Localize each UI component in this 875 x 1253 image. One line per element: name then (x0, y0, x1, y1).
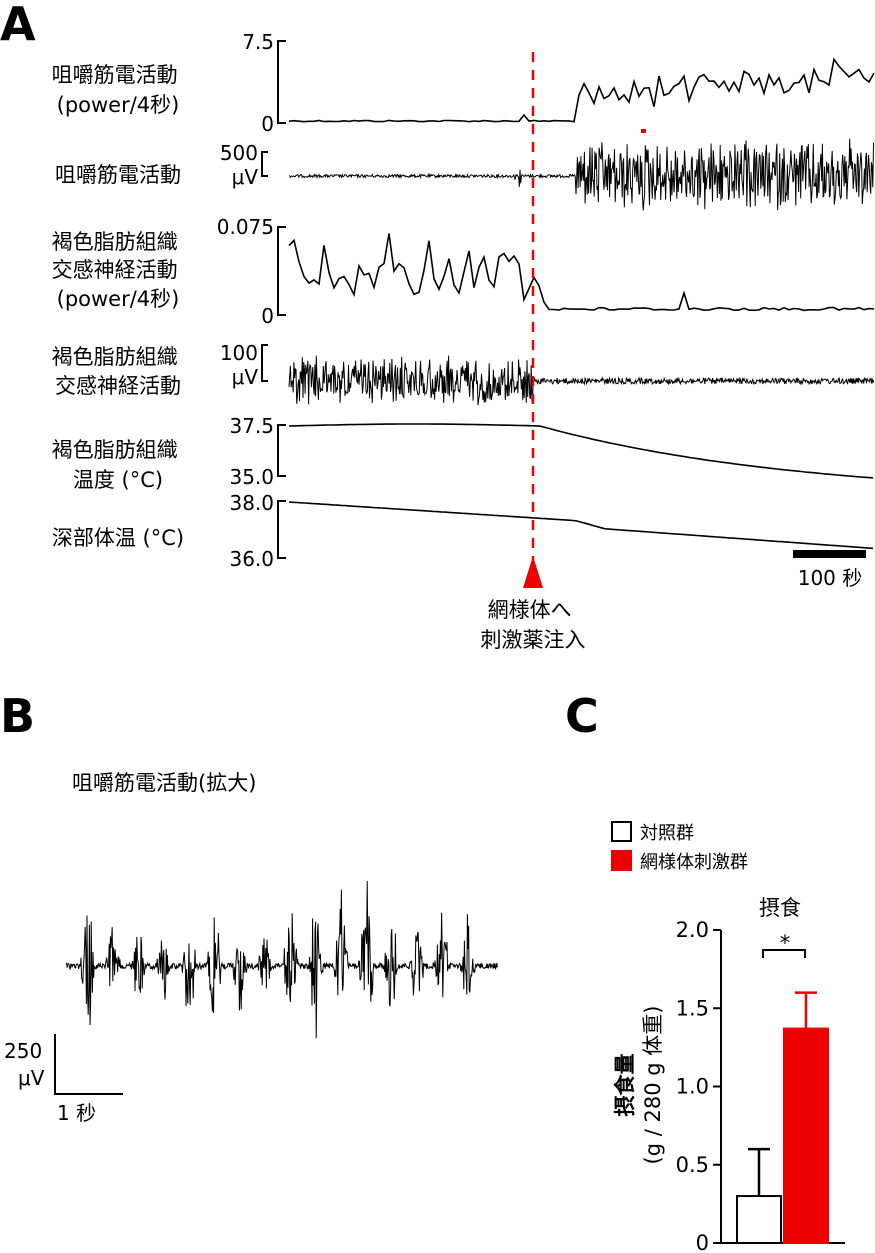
y-axis-label: 摂食量 (613, 1054, 637, 1117)
scale-value: 100 (220, 341, 258, 365)
y-tick-label: 0 (696, 1231, 709, 1253)
panel-b-scale-value: 250 (4, 1039, 42, 1063)
row-label-bat-sna-power: 褐色脂肪組織 交感神経活動 (power/4秒) (52, 230, 185, 311)
row-label-masseter-raw: 咀嚼筋電活動 (55, 163, 181, 187)
scale-axis-masseter-power (277, 40, 286, 124)
scale-axis-bat-temp (277, 424, 286, 477)
injection-arrow-icon (523, 556, 543, 588)
scale-unit: μV (232, 365, 259, 389)
scale-value: 7.5 (242, 30, 274, 54)
y-tick-label: 1.0 (676, 1075, 709, 1099)
time-scale-bar (793, 550, 866, 558)
panel-label-c: C (565, 689, 599, 743)
legend-label-control: 対照群 (640, 823, 694, 844)
scale-axes (261, 40, 286, 559)
panel-label-a: A (0, 0, 36, 51)
legend-label-stim: 網様体刺激群 (640, 852, 748, 873)
scale-value: 500 (220, 141, 258, 165)
y-axis-unit: (g / 280 g 体重) (641, 1006, 665, 1165)
bar-stimulation (783, 1027, 829, 1244)
scale-value: 36.0 (229, 547, 274, 571)
row-label-core-temp: 深部体温 (°C) (52, 526, 184, 550)
row-label-masseter-power: 咀嚼筋電活動 (power/4秒) (52, 63, 185, 117)
trace-core-temperature (288, 501, 874, 550)
scale-bar-masseter-raw (261, 151, 268, 177)
row-label-line: (power/4秒) (57, 93, 180, 117)
trace-masseter-zoomed (65, 880, 498, 1039)
trace-bat-sna-raw (288, 355, 874, 406)
trace-masseter-power (288, 57, 875, 123)
trace-bat-sna-power (288, 233, 875, 312)
injection-label: 網様体へ 刺激薬注入 (481, 598, 586, 652)
event-mark (641, 129, 646, 133)
injection-label-line: 刺激薬注入 (481, 628, 586, 652)
bar-chart: 0 0.5 1.0 1.5 2.0 (676, 918, 845, 1253)
row-label-line: 温度 (°C) (73, 468, 163, 492)
scale-unit: μV (232, 165, 259, 189)
scale-value: 0.075 (217, 215, 274, 239)
time-scale-label: 100 秒 (798, 566, 863, 590)
panel-label-b: B (0, 689, 35, 743)
row-label-bat-sna-raw: 褐色脂肪組織 交感神経活動 (52, 345, 185, 398)
trace-masseter-raw (288, 138, 874, 211)
row-label-line: 褐色脂肪組織 (52, 438, 178, 462)
panel-b-title: 咀嚼筋電活動(拡大) (72, 771, 256, 795)
row-label-line: 咀嚼筋電活動 (52, 63, 178, 87)
scale-value: 0 (261, 112, 274, 136)
significance-star: * (780, 931, 791, 955)
y-tick-label: 2.0 (676, 918, 709, 942)
scale-bar-bat-raw (261, 344, 268, 382)
row-label-line: 褐色脂肪組織 (52, 230, 178, 254)
y-tick-label: 0.5 (676, 1153, 709, 1177)
row-label-line: 交感神経活動 (52, 258, 178, 282)
row-label-line: (power/4秒) (57, 287, 180, 311)
row-label-bat-temp: 褐色脂肪組織 温度 (°C) (52, 438, 185, 492)
legend-swatch-control (611, 821, 632, 842)
scale-axis-bat-power (277, 226, 286, 316)
panel-b-scale-unit: μV (18, 1066, 45, 1090)
scale-value: 0 (261, 304, 274, 328)
scale-value: 35.0 (229, 465, 274, 489)
bar-control (736, 1195, 782, 1245)
scale-value: 38.0 (229, 491, 274, 515)
legend-swatch-stim (611, 850, 632, 871)
panel-b-time-scale: 1 秒 (57, 1101, 96, 1125)
row-label-line: 咀嚼筋電活動 (55, 163, 181, 187)
injection-label-line: 網様体へ (488, 598, 572, 622)
significance-bracket (762, 949, 806, 958)
row-label-line: 深部体温 (°C) (52, 526, 184, 550)
row-label-line: 交感神経活動 (55, 374, 181, 398)
y-tick-label: 1.5 (676, 996, 709, 1020)
row-label-line: 褐色脂肪組織 (52, 345, 178, 369)
panel-b-scale-bar (54, 1034, 123, 1095)
scale-value: 37.5 (229, 414, 274, 438)
scale-axis-core-temp (277, 500, 286, 559)
trace-bat-temperature (288, 423, 874, 479)
chart-title: 摂食 (759, 896, 801, 920)
